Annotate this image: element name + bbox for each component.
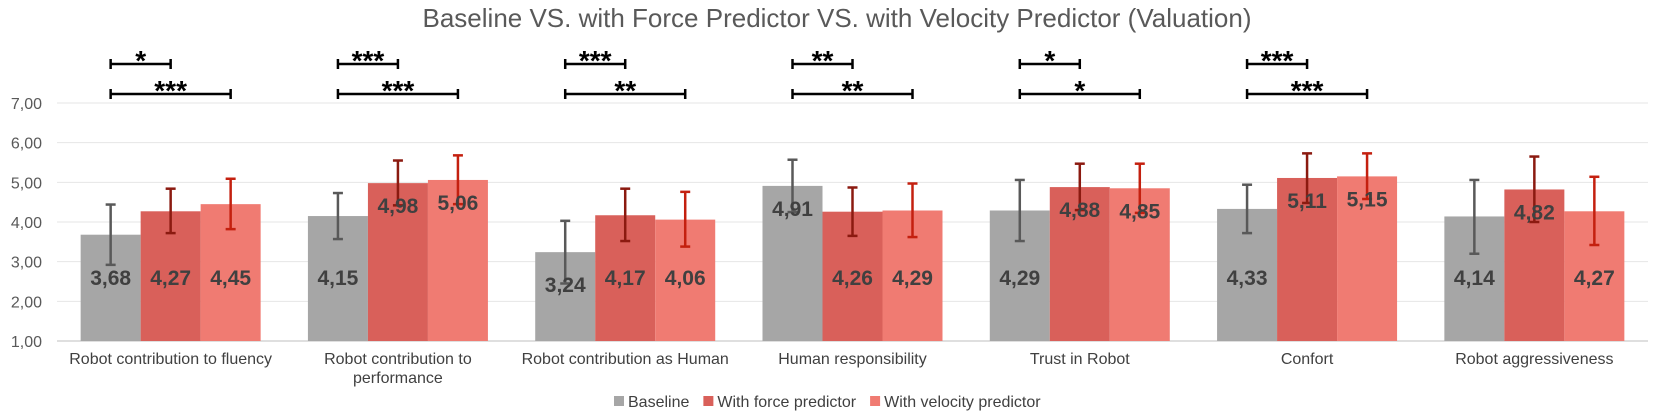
y-axis: 1,00 2,00 3,00 4,00 5,00 6,00 7,00 bbox=[11, 96, 42, 351]
x-category-label: Human responsibility bbox=[778, 351, 927, 368]
significance-label: * bbox=[1074, 75, 1085, 106]
legend-label: With force predictor bbox=[717, 394, 856, 411]
data-label: 4,27 bbox=[150, 267, 191, 290]
y-tick-label: 1,00 bbox=[11, 334, 42, 351]
data-label: 4,29 bbox=[892, 267, 933, 290]
data-label: 5,15 bbox=[1347, 188, 1388, 211]
data-label: 4,26 bbox=[832, 267, 873, 290]
significance-label: ** bbox=[842, 75, 864, 106]
significance-label: *** bbox=[352, 45, 385, 76]
bar bbox=[427, 179, 488, 341]
significance-label: *** bbox=[154, 75, 187, 106]
significance-label: ** bbox=[812, 45, 834, 76]
data-label: 5,11 bbox=[1287, 190, 1327, 213]
x-axis: Robot contribution to fluency Robot contr… bbox=[69, 351, 1613, 387]
data-label: 4,14 bbox=[1454, 267, 1495, 290]
y-tick-label: 3,00 bbox=[11, 255, 42, 272]
x-category-label: Robot contribution as Human bbox=[522, 351, 729, 368]
data-label: 4,82 bbox=[1514, 201, 1555, 224]
chart-title: Baseline VS. with Force Predictor VS. wi… bbox=[423, 3, 1252, 33]
y-tick-label: 2,00 bbox=[11, 294, 42, 311]
data-label: 4,17 bbox=[605, 267, 646, 290]
significance-label: *** bbox=[579, 45, 612, 76]
significance-label: *** bbox=[382, 75, 415, 106]
x-category-label: Robot aggressiveness bbox=[1455, 351, 1613, 368]
bar bbox=[367, 183, 428, 341]
significance-markers: *************************** bbox=[109, 45, 1369, 106]
x-category-label: Confort bbox=[1281, 351, 1334, 368]
data-labels: 3,68 4,15 3,24 4,91 4,29 4,33 4,14 4,27 4,98 4,17… bbox=[90, 188, 1615, 297]
data-label: 4,15 bbox=[317, 267, 358, 290]
significance-label: * bbox=[135, 45, 146, 76]
x-category-label: Robot contribution to fluency bbox=[69, 351, 272, 368]
significance-label: ** bbox=[614, 75, 636, 106]
significance-label: *** bbox=[1291, 75, 1324, 106]
y-tick-label: 7,00 bbox=[11, 96, 42, 113]
data-label: 4,91 bbox=[772, 198, 813, 221]
legend-label: Baseline bbox=[628, 394, 689, 411]
y-tick-label: 4,00 bbox=[11, 215, 42, 232]
legend-swatch bbox=[870, 396, 881, 406]
error-bars bbox=[105, 152, 1600, 285]
data-label: 4,88 bbox=[1059, 199, 1100, 222]
bar bbox=[1049, 187, 1110, 341]
data-label: 4,27 bbox=[1574, 267, 1615, 290]
legend-swatch bbox=[703, 396, 714, 406]
data-label: 3,68 bbox=[90, 267, 131, 290]
y-tick-label: 6,00 bbox=[11, 136, 42, 153]
bar bbox=[1277, 177, 1338, 341]
significance-label: * bbox=[1044, 45, 1055, 76]
data-label: 4,33 bbox=[1227, 267, 1268, 290]
y-tick-label: 5,00 bbox=[11, 175, 42, 192]
data-label: 4,45 bbox=[210, 267, 251, 290]
x-category-label: Robot contribution to performance bbox=[324, 351, 472, 387]
data-label: 4,98 bbox=[377, 195, 418, 218]
data-label: 5,06 bbox=[437, 192, 478, 215]
x-category-label: Trust in Robot bbox=[1030, 351, 1130, 368]
significance-label: *** bbox=[1261, 45, 1294, 76]
legend: Baseline With force predictor With velocit… bbox=[614, 394, 1041, 411]
bar bbox=[1337, 176, 1398, 341]
data-label: 3,24 bbox=[545, 274, 586, 297]
data-label: 4,29 bbox=[999, 267, 1040, 290]
legend-swatch bbox=[614, 396, 624, 406]
data-label: 4,06 bbox=[665, 267, 706, 290]
legend-label: With velocity predictor bbox=[884, 394, 1041, 411]
data-label: 4,85 bbox=[1119, 200, 1160, 223]
